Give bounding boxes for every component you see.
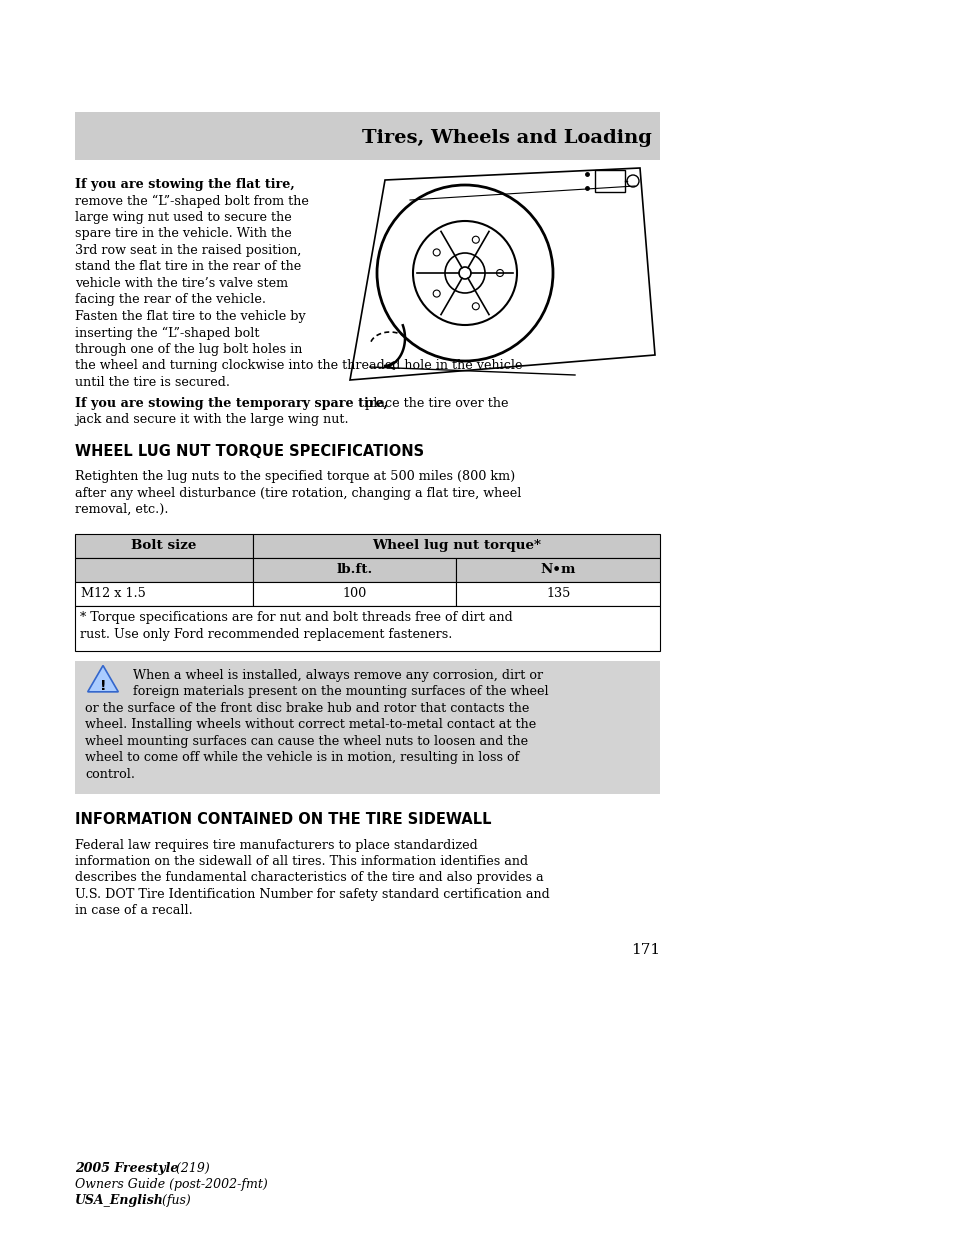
Text: N•m: N•m [540,563,576,576]
Text: the wheel and turning clockwise into the threaded hole in the vehicle: the wheel and turning clockwise into the… [75,359,522,373]
Text: When a wheel is installed, always remove any corrosion, dirt or: When a wheel is installed, always remove… [132,668,542,682]
FancyBboxPatch shape [75,582,253,605]
Text: vehicle with the tire’s valve stem: vehicle with the tire’s valve stem [75,277,288,290]
Text: rust. Use only Ford recommended replacement fasteners.: rust. Use only Ford recommended replacem… [80,629,452,641]
Polygon shape [88,666,118,692]
FancyBboxPatch shape [253,557,456,582]
Text: foreign materials present on the mounting surfaces of the wheel: foreign materials present on the mountin… [132,685,548,698]
FancyBboxPatch shape [75,605,659,651]
Text: facing the rear of the vehicle.: facing the rear of the vehicle. [75,294,266,306]
Circle shape [433,249,439,256]
Circle shape [433,290,439,298]
Text: remove the “L”-shaped bolt from the: remove the “L”-shaped bolt from the [75,194,309,207]
Text: USA_English: USA_English [75,1194,164,1207]
Text: 3rd row seat in the raised position,: 3rd row seat in the raised position, [75,245,301,257]
Text: WHEEL LUG NUT TORQUE SPECIFICATIONS: WHEEL LUG NUT TORQUE SPECIFICATIONS [75,443,424,458]
Text: Bolt size: Bolt size [132,538,196,552]
Text: 171: 171 [630,944,659,957]
Text: If you are stowing the temporary spare tire,: If you are stowing the temporary spare t… [75,396,388,410]
Text: wheel. Installing wheels without correct metal-to-metal contact at the: wheel. Installing wheels without correct… [85,718,536,731]
Text: large wing nut used to secure the: large wing nut used to secure the [75,211,292,224]
Circle shape [496,269,503,277]
Text: lb.ft.: lb.ft. [336,563,373,576]
FancyBboxPatch shape [75,534,253,557]
Text: Fasten the flat tire to the vehicle by: Fasten the flat tire to the vehicle by [75,310,305,324]
FancyBboxPatch shape [253,582,456,605]
Circle shape [458,267,471,279]
Text: or the surface of the front disc brake hub and rotor that contacts the: or the surface of the front disc brake h… [85,701,529,715]
Text: 2005 Freestyle: 2005 Freestyle [75,1162,178,1174]
FancyBboxPatch shape [75,112,659,161]
Text: Federal law requires tire manufacturers to place standardized: Federal law requires tire manufacturers … [75,839,477,851]
FancyBboxPatch shape [75,661,659,794]
FancyBboxPatch shape [456,582,659,605]
Text: place the tire over the: place the tire over the [360,396,508,410]
Text: wheel mounting surfaces can cause the wheel nuts to loosen and the: wheel mounting surfaces can cause the wh… [85,735,528,747]
Text: after any wheel disturbance (tire rotation, changing a flat tire, wheel: after any wheel disturbance (tire rotati… [75,487,521,499]
Text: 100: 100 [342,587,367,600]
Text: until the tire is secured.: until the tire is secured. [75,375,230,389]
Text: U.S. DOT Tire Identification Number for safety standard certification and: U.S. DOT Tire Identification Number for … [75,888,549,902]
Text: wheel to come off while the vehicle is in motion, resulting in loss of: wheel to come off while the vehicle is i… [85,751,518,764]
Text: If you are stowing the flat tire,: If you are stowing the flat tire, [75,178,294,191]
Text: describes the fundamental characteristics of the tire and also provides a: describes the fundamental characteristic… [75,872,543,884]
Text: Tires, Wheels and Loading: Tires, Wheels and Loading [362,128,651,147]
FancyBboxPatch shape [456,557,659,582]
Circle shape [472,303,478,310]
Text: stand the flat tire in the rear of the: stand the flat tire in the rear of the [75,261,301,273]
Text: spare tire in the vehicle. With the: spare tire in the vehicle. With the [75,227,292,241]
FancyBboxPatch shape [75,557,253,582]
Text: (219): (219) [172,1162,210,1174]
Text: Owners Guide (post-2002-fmt): Owners Guide (post-2002-fmt) [75,1178,268,1191]
Text: in case of a recall.: in case of a recall. [75,904,193,918]
Text: (fus): (fus) [158,1194,191,1207]
Text: !: ! [100,678,106,693]
Text: 135: 135 [545,587,570,600]
Text: information on the sidewall of all tires. This information identifies and: information on the sidewall of all tires… [75,855,528,868]
FancyBboxPatch shape [253,534,659,557]
Text: inserting the “L”-shaped bolt: inserting the “L”-shaped bolt [75,326,259,340]
Text: control.: control. [85,767,135,781]
Text: INFORMATION CONTAINED ON THE TIRE SIDEWALL: INFORMATION CONTAINED ON THE TIRE SIDEWA… [75,811,491,827]
Text: Retighten the lug nuts to the specified torque at 500 miles (800 km): Retighten the lug nuts to the specified … [75,471,515,483]
Text: Wheel lug nut torque*: Wheel lug nut torque* [372,538,540,552]
Text: jack and secure it with the large wing nut.: jack and secure it with the large wing n… [75,412,348,426]
Text: M12 x 1.5: M12 x 1.5 [81,587,146,600]
Text: * Torque specifications are for nut and bolt threads free of dirt and: * Torque specifications are for nut and … [80,611,512,625]
Circle shape [472,236,478,243]
Text: removal, etc.).: removal, etc.). [75,503,169,516]
Text: through one of the lug bolt holes in: through one of the lug bolt holes in [75,343,302,356]
